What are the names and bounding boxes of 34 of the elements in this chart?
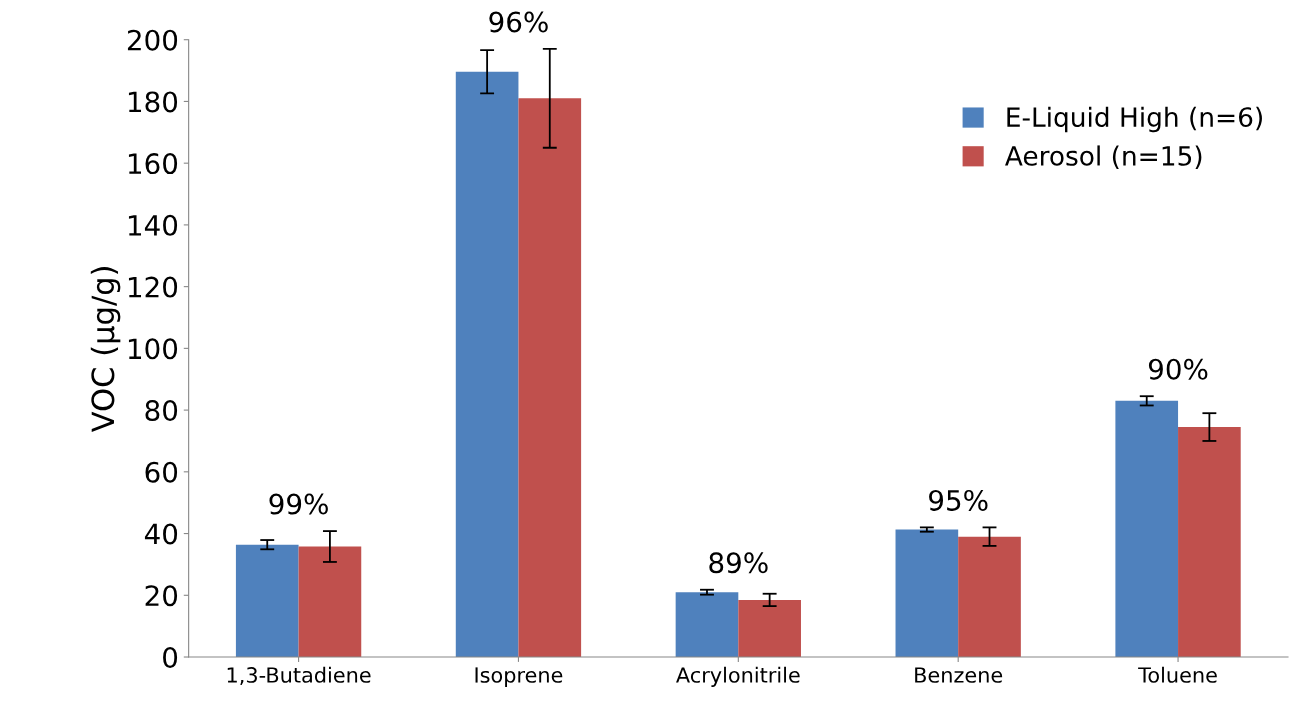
text: 96%	[489, 11, 548, 33]
bar	[958, 536, 1021, 658]
x-tick-label: Isoprene	[475, 667, 563, 687]
x-tick-label: 1,3-Butadiene	[227, 666, 371, 685]
annotation: 90%	[1148, 358, 1208, 380]
bar	[298, 546, 362, 658]
annotation: 95%	[929, 489, 988, 511]
bar	[895, 529, 959, 658]
bar	[1115, 400, 1179, 658]
bar	[235, 544, 299, 658]
bar	[1178, 427, 1241, 658]
x-tick-label: Toluene	[1138, 666, 1217, 683]
y-tick-label: 40	[144, 523, 178, 545]
annotation: 89%	[709, 552, 768, 574]
annotation: 99%	[269, 493, 328, 515]
y-tick-label: 20	[145, 585, 178, 607]
y-tick-label: 120	[128, 276, 178, 298]
y-axis-title: VOC (µg/g)	[90, 267, 121, 433]
x-tick-label: Benzene	[915, 667, 1003, 683]
bar	[738, 599, 801, 658]
y-tick-label: 200	[127, 29, 178, 51]
y-tick-label: 160	[128, 153, 178, 175]
x-tick-label: Acrylonitrile	[676, 666, 800, 687]
y-tick-label: 140	[128, 214, 178, 236]
y-tick-label: 100	[128, 338, 178, 360]
bar	[675, 592, 739, 658]
y-tick-label: 80	[145, 400, 178, 422]
y-tick-label: 0	[163, 646, 178, 668]
bar	[455, 71, 519, 658]
y-tick-label: 180	[128, 91, 178, 113]
y-tick-label: 60	[145, 461, 178, 483]
bar	[518, 98, 582, 658]
legend-label: E-Liquid High (n=6)	[1007, 106, 1262, 133]
legend-label: Aerosol (n=15)	[1005, 145, 1202, 169]
